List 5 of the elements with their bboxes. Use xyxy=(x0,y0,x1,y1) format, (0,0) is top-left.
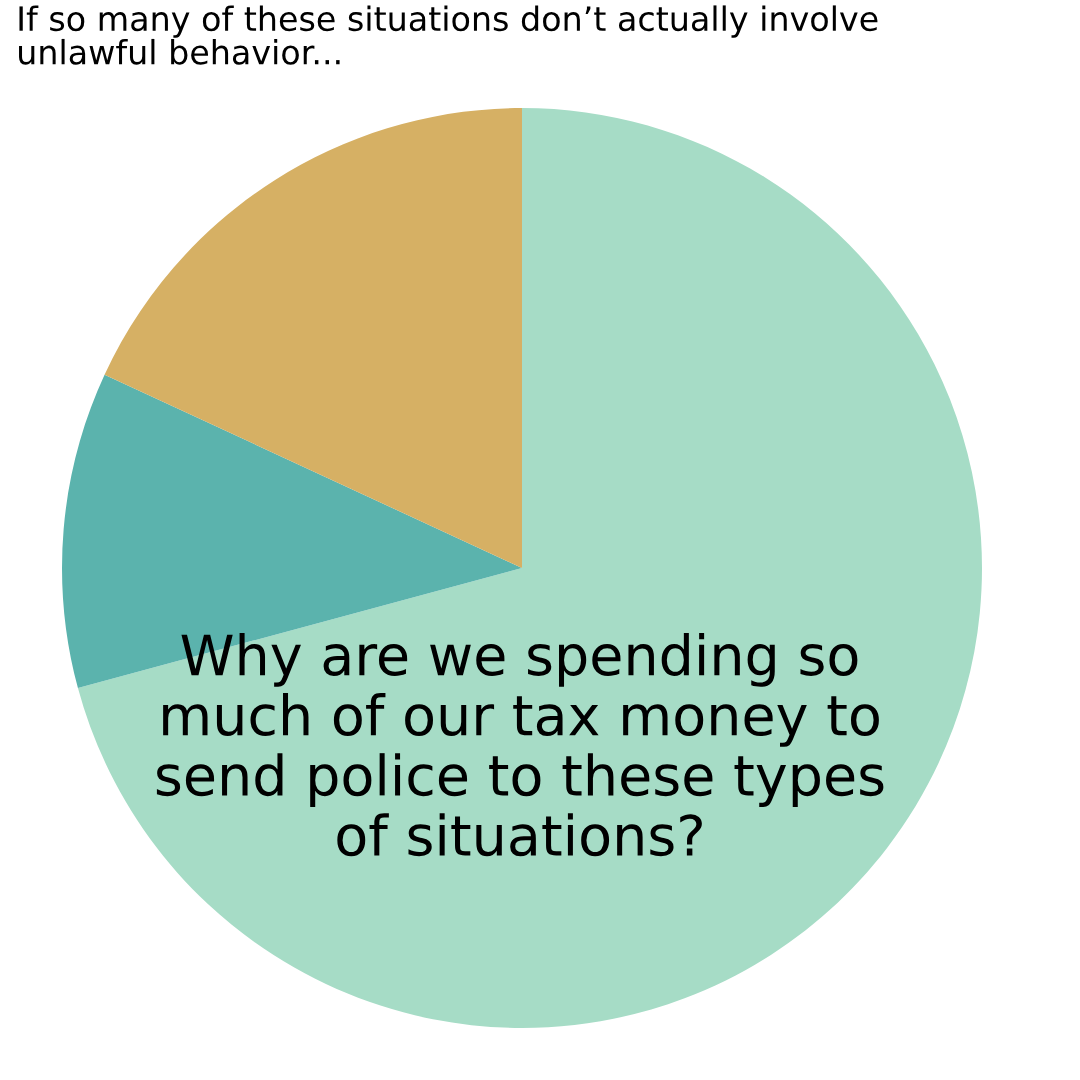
pie-slice xyxy=(62,374,522,688)
pie-slice xyxy=(77,108,982,1028)
pie-slice xyxy=(104,108,522,568)
chart-title: If so many of these situations don’t actually involve unlawful behavior... xyxy=(19,5,878,65)
text: Why are we spending so much of our tax money to send police to these types of situations? xyxy=(156,632,884,857)
